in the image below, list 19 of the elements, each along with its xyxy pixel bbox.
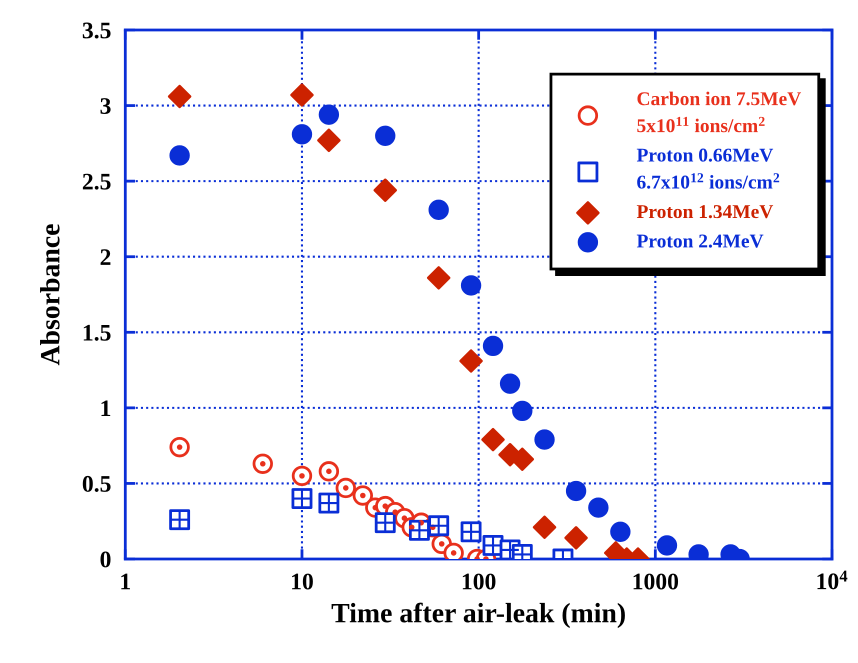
- y-tick-label: 3: [100, 98, 111, 114]
- x-tick-label: 10: [292, 574, 313, 590]
- x-tick-label: 10$^{4}$: [817, 570, 848, 590]
- legend-label: Proton 1.34MeV: [636, 205, 774, 218]
- x-tick-label: 1000: [634, 574, 678, 590]
- x-tick-label: 1: [121, 574, 130, 590]
- y-tick-label: 0: [100, 551, 111, 568]
- legend-label: Proton 0.66MeV 6.7x10$^{12}$ ions/cm$^{2}$: [636, 148, 780, 189]
- y-tick-label: 0.5: [82, 476, 111, 492]
- x-axis-title: Time after air-leak (min): [332, 602, 625, 628]
- x-tick-label: 100: [462, 574, 496, 590]
- y-axis-title: Absorbance: [40, 224, 60, 366]
- y-tick-label: 2.5: [82, 174, 111, 190]
- y-tick-label: 2: [100, 249, 110, 265]
- y-tick-label: 1.5: [84, 324, 111, 341]
- legend-label: Proton 2.4MeV: [636, 234, 764, 248]
- y-tick-label: 1: [102, 400, 110, 416]
- legend-label: Carbon ion 7.5MeV 5x10$^{11}$ ions/cm$^{2}$: [637, 92, 802, 132]
- y-tick-label: 3.5: [82, 22, 111, 39]
